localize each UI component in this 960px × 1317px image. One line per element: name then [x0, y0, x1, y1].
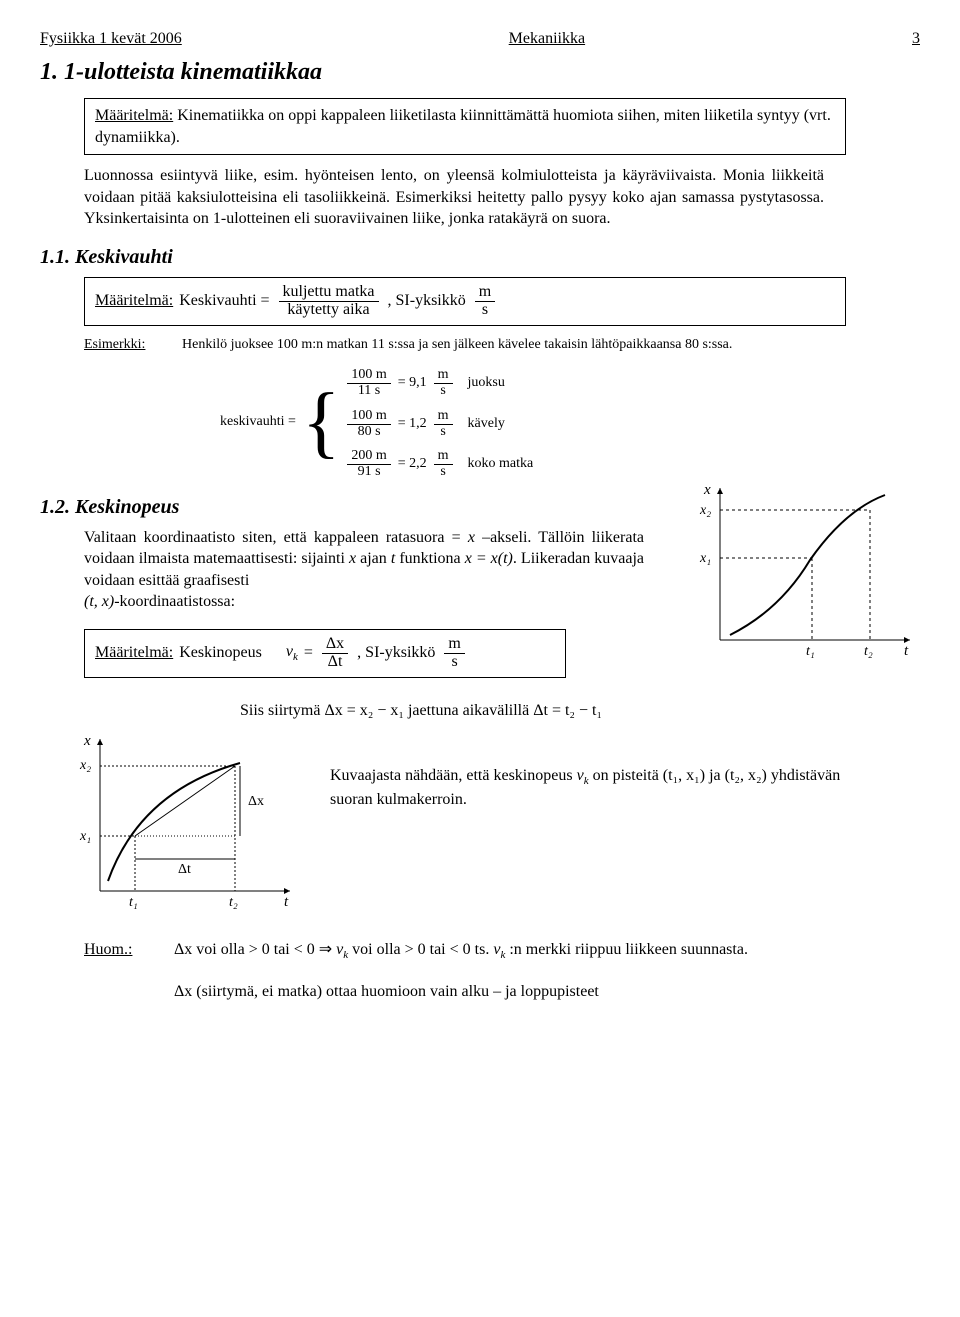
def3-label: Määritelmä:: [95, 642, 173, 664]
def3-fraction: Δx Δt: [322, 636, 348, 671]
ex-pre: keskivauhti =: [220, 413, 296, 432]
hdr-left: Fysiikka 1 kevät 2006: [40, 28, 182, 50]
definition-box-1: Määritelmä: Kinematiikka on oppi kappale…: [84, 98, 846, 155]
chart-xt-2: Δx Δt x t x₁ x₂ t₁ t₂: [70, 731, 300, 921]
chart-xt-1: x t x₁ x₂ t₁ t₂: [690, 480, 920, 670]
svg-text:t₂: t₂: [229, 895, 238, 910]
def2-pre: Keskivauhti =: [179, 290, 269, 312]
chart-explanation: Kuvaajasta nähdään, että keskinopeus vk …: [330, 765, 860, 811]
section-1-1-title: 1.1. Keskivauhti: [40, 244, 920, 271]
hdr-center: Mekaniikka: [509, 28, 585, 50]
case-row: 200 m91 s = 2,2 ms koko matka: [344, 449, 533, 479]
svg-text:Δx: Δx: [248, 794, 264, 809]
svg-text:x₂: x₂: [79, 758, 91, 773]
def3-pre: Keskinopeus: [179, 642, 262, 664]
svg-text:x₂: x₂: [699, 503, 711, 518]
svg-text:t₂: t₂: [864, 644, 873, 659]
svg-text:x₁: x₁: [699, 551, 711, 566]
footer-line: Δx (siirtymä, ei matka) ottaa huomioon v…: [174, 981, 920, 1003]
brace-icon: {: [302, 387, 340, 457]
sec12-paragraph: Valitaan koordinaatisto siten, että kapp…: [84, 527, 644, 613]
unit-fraction: m s: [475, 284, 495, 319]
section-1-2-title: 1.2. Keskinopeus: [40, 494, 680, 521]
siis-line: Siis siirtymä Δx = x₂ − x₁ jaettuna aika…: [240, 700, 920, 722]
def1-text: Kinematiikka on oppi kappaleen liiketila…: [95, 107, 831, 146]
def2-fraction: kuljettu matka käytetty aika: [279, 284, 379, 319]
hdr-right: 3: [912, 28, 920, 50]
svg-text:t₁: t₁: [806, 644, 815, 659]
def3-post: , SI-yksikkö: [357, 642, 435, 664]
def2-label: Määritelmä:: [95, 290, 173, 312]
def2-post: , SI-yksikkö: [388, 290, 466, 312]
example-text: Henkilö juoksee 100 m:n matkan 11 s:ssa …: [182, 336, 844, 355]
svg-text:x₁: x₁: [79, 829, 91, 844]
example-label: Esimerkki:: [84, 336, 164, 355]
page-header: Fysiikka 1 kevät 2006 Mekaniikka 3: [40, 28, 920, 50]
svg-text:Δt: Δt: [178, 862, 191, 877]
svg-text:t₁: t₁: [129, 895, 138, 910]
svg-text:x: x: [703, 482, 711, 498]
svg-text:x: x: [83, 733, 91, 749]
unit-fraction: m s: [444, 636, 464, 671]
case-row: 100 m80 s = 1,2 ms kävely: [344, 409, 533, 439]
page-title: 1. 1-ulotteista kinematiikkaa: [40, 56, 920, 88]
case-row: 100 m11 s = 9,1 ms juoksu: [344, 368, 533, 398]
note-text: Δx voi olla > 0 tai < 0 ⇒ vk voi olla > …: [174, 939, 748, 963]
definition-box-3: Määritelmä: Keskinopeus vk = Δx Δt , SI-…: [84, 629, 566, 678]
note-label: Huom.:: [84, 939, 144, 963]
definition-box-2: Määritelmä: Keskivauhti = kuljettu matka…: [84, 277, 846, 326]
svg-text:t: t: [284, 894, 289, 910]
intro-paragraph: Luonnossa esiintyvä liike, esim. hyöntei…: [84, 165, 824, 230]
svg-text:t: t: [904, 643, 909, 659]
def-label: Määritelmä:: [95, 107, 173, 124]
cases-block: 100 m11 s = 9,1 ms juoksu 100 m80 s = 1,…: [344, 364, 533, 479]
